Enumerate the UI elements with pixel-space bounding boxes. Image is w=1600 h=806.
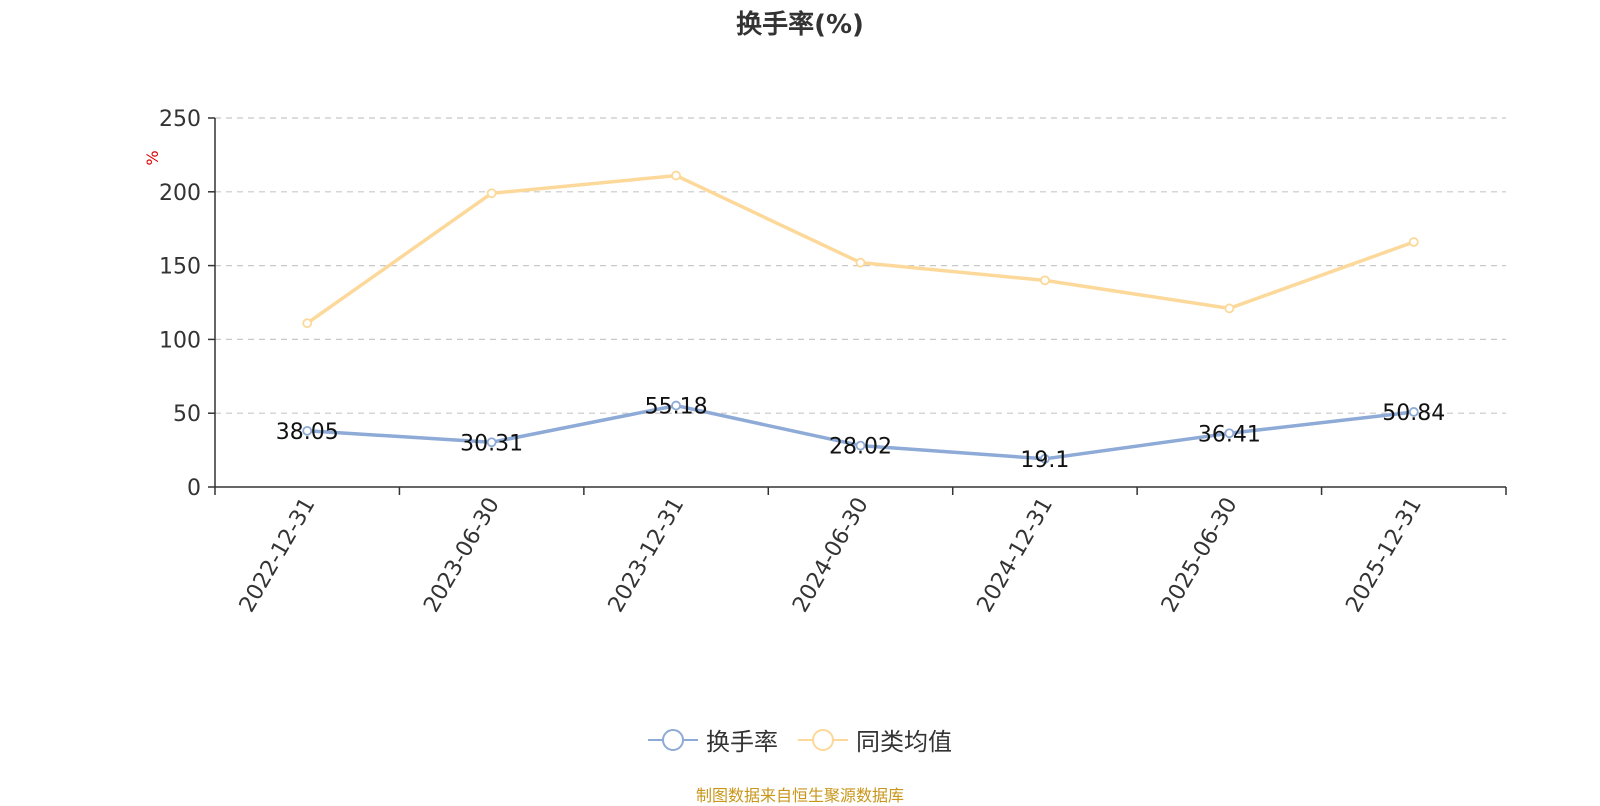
y-tick-label: 0: [187, 476, 201, 501]
y-tick-label: 150: [159, 255, 201, 280]
data-point: [671, 400, 681, 411]
data-label: 38.05: [276, 420, 339, 445]
legend-label: 同类均值: [856, 728, 952, 756]
data-label: 19.1: [1020, 448, 1069, 473]
data-labels: 38.05 30.31 55.18 28.02 19.1 36.41 50.84: [276, 395, 1446, 473]
data-point: [855, 257, 866, 268]
y-axis-unit-label: %: [143, 150, 162, 165]
axes: 0 50 100 150 200 250% 2022-12-31 2023-06-30 2023…: [143, 107, 1507, 617]
legend-line-circle-icon: [798, 728, 848, 751]
data-label: 30.31: [460, 431, 523, 456]
x-tick-label: 2025-06-30: [1157, 494, 1243, 617]
data-point: [1224, 303, 1235, 314]
data-point: [1040, 275, 1050, 286]
x-tick-label: 2023-06-30: [419, 494, 505, 617]
data-label: 50.84: [1382, 401, 1445, 426]
source-note: 制图数据来自恒生聚源数据库: [695, 786, 904, 805]
legend-item-turnover[interactable]: 换手率: [648, 722, 778, 757]
data-point: [486, 188, 497, 199]
data-point: [302, 318, 313, 329]
x-tick-label: 2022-12-31: [235, 494, 321, 617]
x-tick-label: 2024-12-31: [973, 494, 1059, 617]
chart-title: 换手率(%): [736, 10, 864, 40]
y-tick-label: 200: [159, 181, 201, 206]
data-label: 36.41: [1198, 422, 1261, 447]
legend-line-circle-icon: [648, 728, 698, 751]
legend-item-peer-average[interactable]: 同类均值: [798, 722, 952, 757]
x-tick-label: 2024-06-30: [788, 494, 874, 617]
y-tick-label: 100: [159, 328, 201, 353]
data-point: [855, 440, 866, 451]
data-label: 28.02: [829, 435, 892, 460]
x-tick-label: 2025-12-31: [1341, 494, 1427, 617]
y-tick-label: 250: [159, 107, 201, 132]
series-lines: [302, 170, 1419, 464]
legend-label: 换手率: [706, 728, 778, 756]
data-point: [302, 425, 313, 436]
data-label: 55.18: [645, 395, 708, 420]
data-point: [1040, 453, 1050, 464]
data-point: [1408, 407, 1419, 417]
x-tick-label: 2023-12-31: [604, 494, 690, 617]
data-point: [1224, 428, 1235, 439]
data-point: [486, 437, 497, 448]
data-point: [1408, 237, 1419, 247]
series-line: [306, 173, 1415, 325]
data-point: [671, 170, 681, 181]
legend: 换手率 同类均值: [0, 722, 1600, 757]
y-tick-label: 50: [173, 402, 201, 427]
